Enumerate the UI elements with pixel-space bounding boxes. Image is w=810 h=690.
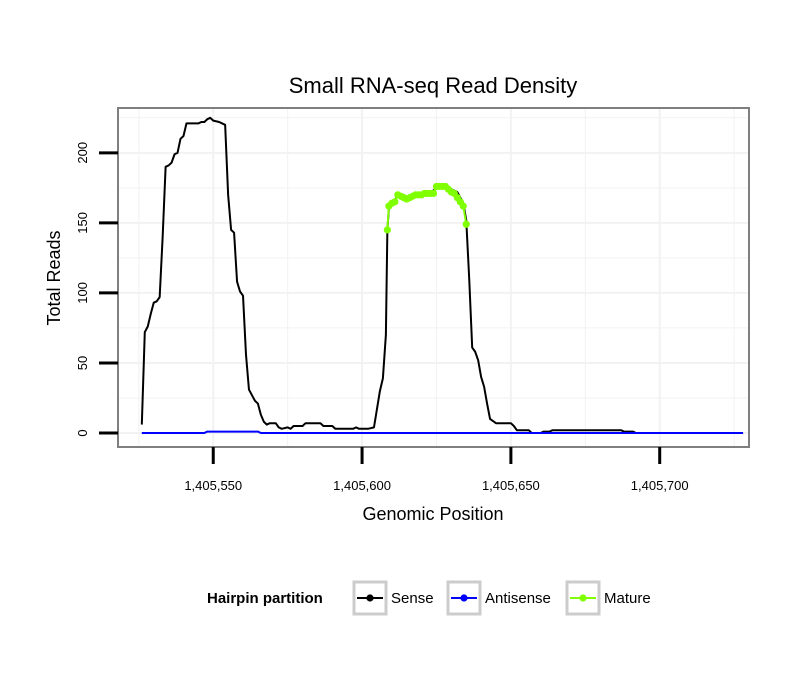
x-tick-label: 1,405,600 <box>333 478 391 493</box>
x-tick-label: 1,405,550 <box>184 478 242 493</box>
y-tick-label: 150 <box>75 212 90 234</box>
x-tick-label: 1,405,650 <box>482 478 540 493</box>
legend-label: Sense <box>391 590 434 607</box>
y-tick-label: 200 <box>75 142 90 164</box>
legend-item-mature: Mature <box>565 580 651 616</box>
y-tick-label: 50 <box>75 356 90 370</box>
legend-key-point <box>366 594 374 602</box>
x-axis: 1,405,550 1,405,600 1,405,650 1,405,700 <box>184 447 689 493</box>
legend-label: Mature <box>604 590 651 607</box>
mature-point <box>459 202 467 210</box>
mature-point <box>391 198 399 206</box>
legend-item-sense: Sense <box>352 580 434 616</box>
legend-key-point <box>460 594 468 602</box>
plot-panel-border <box>117 107 750 448</box>
y-tick-label: 100 <box>75 282 90 304</box>
legend: Hairpin partition Sense Antisense Mature <box>207 580 651 616</box>
y-axis: 0 50 100 150 200 <box>75 142 118 437</box>
x-tick-label: 1,405,700 <box>631 478 689 493</box>
mature-points <box>383 182 470 234</box>
y-tick-label: 0 <box>75 429 90 436</box>
chart-title: Small RNA-seq Read Density <box>289 73 578 98</box>
mature-point <box>429 189 438 198</box>
y-axis-title: Total Reads <box>44 230 64 325</box>
series-line-sense <box>140 116 744 434</box>
mature-point <box>383 226 391 234</box>
legend-items: Sense Antisense Mature <box>352 580 651 616</box>
legend-item-antisense: Antisense <box>446 580 551 616</box>
legend-key-point <box>579 594 587 602</box>
legend-label: Antisense <box>485 590 551 607</box>
mature-point <box>462 220 470 228</box>
x-axis-title: Genomic Position <box>362 504 503 524</box>
series-line-antisense <box>141 430 744 434</box>
legend-title: Hairpin partition <box>207 590 323 607</box>
